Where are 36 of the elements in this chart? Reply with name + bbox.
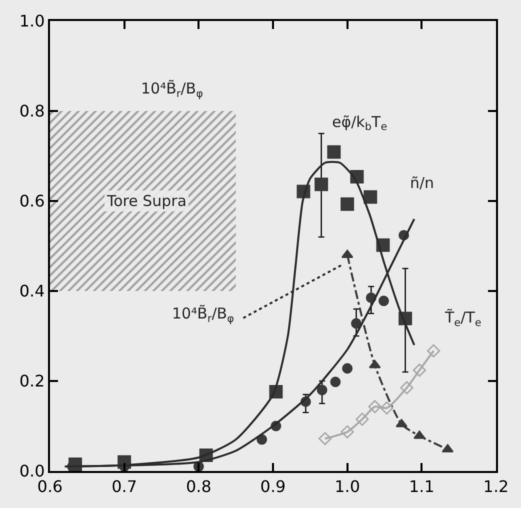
point xyxy=(340,197,354,211)
point xyxy=(400,381,414,394)
point xyxy=(368,400,382,414)
point xyxy=(396,418,408,428)
annotation: 10⁴B̃$_{r}$/B$_{φ}$ xyxy=(141,79,204,100)
point xyxy=(340,425,354,438)
point xyxy=(327,145,341,159)
x-tick-label: 1.2 xyxy=(483,477,509,496)
point xyxy=(342,363,353,374)
annotation: 10⁴B̃$_{r}$/B$_{φ}$ xyxy=(172,304,234,325)
y-tick-label: 1.0 xyxy=(19,12,45,31)
point xyxy=(256,434,268,445)
y-tick-label: 0.4 xyxy=(19,282,45,301)
annotation: T̃$_{e}$/T$_{e}$ xyxy=(444,308,482,329)
annotation: Tore Supra xyxy=(106,192,187,210)
point xyxy=(380,401,394,415)
point xyxy=(412,364,426,377)
point xyxy=(351,318,362,329)
point xyxy=(316,384,328,396)
point xyxy=(364,190,378,204)
point xyxy=(378,296,390,306)
x-tick-label: 0.9 xyxy=(260,477,286,496)
x-tick-label: 1.0 xyxy=(334,477,360,496)
x-tick-label: 0.8 xyxy=(186,477,212,496)
point xyxy=(356,412,369,426)
x-tick-label: 1.1 xyxy=(408,477,434,496)
point xyxy=(318,432,332,446)
x-tick-label: 0.7 xyxy=(112,477,138,496)
annotation: ñ/n xyxy=(410,174,434,192)
point xyxy=(426,344,440,358)
y-tick-label: 0.2 xyxy=(19,372,45,391)
annotation: eφ̃/k$_{b}$T$_{e}$ xyxy=(332,113,388,134)
point xyxy=(330,376,341,388)
y-tick-label: 0.8 xyxy=(19,102,45,121)
point xyxy=(314,178,328,192)
y-tick-label: 0.6 xyxy=(19,192,45,211)
